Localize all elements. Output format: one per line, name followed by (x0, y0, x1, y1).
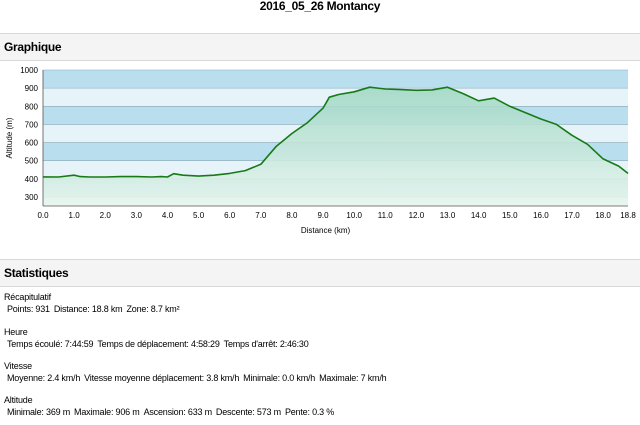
x-tick-label: 13.0 (440, 211, 456, 220)
vitesse-title: Vitesse (4, 361, 32, 371)
x-tick-label: 18.8 (620, 211, 636, 220)
recap-values: Points: 931 Distance: 18.8 km Zone: 8.7 km… (4, 303, 183, 315)
stat-avg-speed: Moyenne: 2.4 km/h (7, 373, 81, 383)
y-tick-label: 800 (25, 102, 39, 111)
y-tick-label: 300 (25, 193, 39, 202)
stats-section-title: Statistiques (4, 266, 69, 280)
y-tick-label: 700 (25, 120, 39, 129)
heure-title: Heure (4, 327, 28, 337)
stat-points: Points: 931 (7, 304, 50, 314)
recap-title: Récapitulatif (4, 292, 51, 302)
x-tick-label: 4.0 (162, 211, 174, 220)
x-tick-label: 3.0 (131, 211, 143, 220)
stat-distance: Distance: 18.8 km (53, 304, 123, 314)
y-tick-label: 900 (25, 84, 39, 93)
stat-max-alt: Maximale: 906 m (74, 407, 140, 417)
graph-section-header: Graphique (0, 33, 640, 61)
x-tick-label: 2.0 (100, 211, 112, 220)
x-tick-label: 16.0 (533, 211, 549, 220)
x-tick-label: 15.0 (502, 211, 518, 220)
stat-moving-speed: Vitesse moyenne déplacement: 3.8 km/h (84, 373, 240, 383)
elevation-chart: 1000 900 800 700 600 500 400 300 0.0 1.0 2.0 3.0 4.0… (5, 66, 636, 235)
x-tick-label: 8.0 (286, 211, 298, 220)
x-tick-label: 11.0 (378, 211, 394, 220)
x-tick-label: 1.0 (69, 211, 81, 220)
x-tick-label: 12.0 (409, 211, 425, 220)
y-tick-label: 400 (25, 175, 39, 184)
stat-zone: Zone: 8.7 km² (126, 304, 180, 314)
stat-min-speed: Minimale: 0.0 km/h (243, 373, 316, 383)
stats-section-header: Statistiques (0, 259, 640, 287)
y-tick-label: 500 (25, 157, 39, 166)
y-axis-label: Altitude (m) (5, 117, 14, 158)
altitude-title: Altitude (4, 395, 33, 405)
stat-ascent: Ascension: 633 m (143, 407, 213, 417)
plot-band (43, 70, 628, 89)
x-tick-label: 0.0 (37, 211, 49, 220)
y-tick-label: 600 (25, 139, 39, 148)
heure-values: Temps écoulé: 7:44:59 Temps de déplacemen… (4, 338, 313, 350)
x-tick-label: 6.0 (224, 211, 236, 220)
x-tick-label: 17.0 (564, 211, 580, 220)
vitesse-group: Vitesse Moyenne: 2.4 km/h Vitesse moyenne… (4, 360, 390, 384)
x-tick-label: 7.0 (255, 211, 267, 220)
recap-group: Récapitulatif Points: 931 Distance: 18.8 … (4, 291, 183, 315)
x-tick-label: 5.0 (193, 211, 205, 220)
x-tick-label: 10.0 (346, 211, 362, 220)
heure-group: Heure Temps écoulé: 7:44:59 Temps de dépl… (4, 326, 313, 350)
stat-stopped-time: Temps d'arrêt: 2:46:30 (223, 339, 309, 349)
stat-descent: Descente: 573 m (215, 407, 281, 417)
stat-min-alt: Minimale: 369 m (7, 407, 71, 417)
elevation-line (42, 86, 629, 178)
x-tick-label: 18.0 (595, 211, 611, 220)
graph-section-title: Graphique (4, 40, 62, 54)
y-tick-label: 1000 (20, 66, 38, 75)
x-tick-label: 9.0 (317, 211, 329, 220)
page-title: 2016_05_26 Montancy (259, 0, 381, 13)
x-axis-label: Distance (km) (301, 226, 351, 235)
stat-slope: Pente: 0.3 % (284, 407, 335, 417)
stat-max-speed: Maximale: 7 km/h (319, 373, 387, 383)
x-tick-label: 14.0 (471, 211, 487, 220)
altitude-values: Minimale: 369 m Maximale: 906 m Ascension:… (4, 406, 338, 418)
vitesse-values: Moyenne: 2.4 km/h Vitesse moyenne déplace… (4, 372, 390, 384)
stat-moving-time: Temps de déplacement: 4:58:29 (97, 339, 220, 349)
stat-elapsed: Temps écoulé: 7:44:59 (7, 339, 94, 349)
